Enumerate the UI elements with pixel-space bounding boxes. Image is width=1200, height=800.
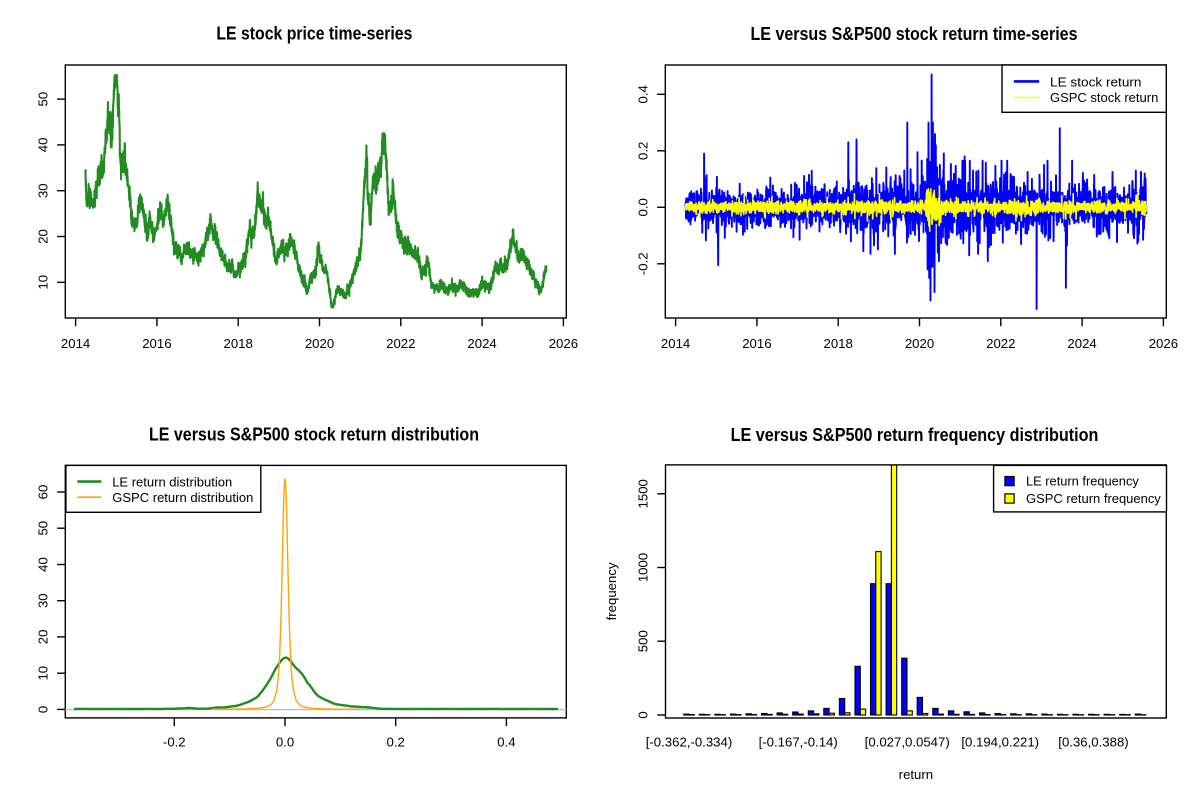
- svg-text:10: 10: [35, 666, 50, 681]
- svg-text:0.2: 0.2: [635, 142, 650, 160]
- svg-text:500: 500: [636, 630, 651, 652]
- svg-text:[0.36,0.388): [0.36,0.388): [1058, 735, 1128, 750]
- svg-text:2014: 2014: [661, 336, 690, 351]
- svg-text:2024: 2024: [467, 336, 496, 351]
- svg-text:0.2: 0.2: [387, 735, 405, 750]
- svg-text:0: 0: [636, 711, 651, 718]
- svg-text:2018: 2018: [224, 336, 253, 351]
- svg-text:60: 60: [35, 485, 50, 500]
- svg-text:LE stock price time-series: LE stock price time-series: [216, 23, 412, 44]
- svg-text:30: 30: [35, 593, 50, 608]
- svg-text:1500: 1500: [636, 479, 651, 508]
- svg-text:[-0.362,-0.334): [-0.362,-0.334): [646, 735, 733, 750]
- svg-text:40: 40: [35, 557, 50, 572]
- svg-text:50: 50: [35, 92, 50, 107]
- svg-text:GSPC return distribution: GSPC return distribution: [112, 490, 253, 505]
- svg-text:40: 40: [35, 138, 50, 153]
- svg-text:20: 20: [35, 229, 50, 244]
- svg-text:GSPC stock return: GSPC stock return: [1050, 90, 1158, 105]
- svg-text:0.0: 0.0: [635, 198, 650, 216]
- svg-text:[0.194,0.221): [0.194,0.221): [961, 735, 1039, 750]
- svg-text:10: 10: [35, 275, 50, 290]
- svg-text:2014: 2014: [61, 336, 90, 351]
- svg-text:LE versus S&P500 return freque: LE versus S&P500 return frequency distri…: [731, 424, 1099, 445]
- svg-text:2020: 2020: [305, 336, 334, 351]
- svg-text:-0.2: -0.2: [163, 735, 186, 750]
- svg-text:return: return: [899, 767, 933, 782]
- svg-text:1000: 1000: [636, 553, 651, 582]
- svg-text:50: 50: [35, 521, 50, 536]
- svg-text:LE return distribution: LE return distribution: [112, 475, 232, 490]
- svg-text:0.4: 0.4: [635, 85, 650, 103]
- svg-text:frequency: frequency: [604, 562, 619, 620]
- svg-text:2026: 2026: [549, 336, 578, 351]
- svg-text:2024: 2024: [1067, 336, 1096, 351]
- svg-text:LE versus S&P500 stock return: LE versus S&P500 stock return time-serie…: [751, 23, 1078, 44]
- svg-text:2018: 2018: [824, 336, 853, 351]
- svg-text:2016: 2016: [142, 336, 171, 351]
- svg-text:2026: 2026: [1149, 336, 1178, 351]
- svg-text:2022: 2022: [386, 336, 415, 351]
- svg-text:LE stock return: LE stock return: [1050, 74, 1142, 89]
- svg-text:0: 0: [35, 706, 50, 713]
- svg-text:20: 20: [35, 630, 50, 645]
- svg-text:2022: 2022: [986, 336, 1015, 351]
- svg-text:2016: 2016: [742, 336, 771, 351]
- svg-text:0.0: 0.0: [276, 735, 294, 750]
- svg-text:2020: 2020: [905, 336, 934, 351]
- svg-text:LE versus S&P500 stock return: LE versus S&P500 stock return distributi…: [149, 424, 479, 445]
- svg-text:LE return frequency: LE return frequency: [1026, 474, 1139, 489]
- svg-text:-0.2: -0.2: [635, 252, 650, 275]
- svg-text:[-0.167,-0.14): [-0.167,-0.14): [759, 735, 838, 750]
- svg-text:[0.027,0.0547): [0.027,0.0547): [865, 735, 950, 750]
- svg-text:30: 30: [35, 183, 50, 198]
- svg-text:GSPC return frequency: GSPC return frequency: [1026, 491, 1161, 506]
- svg-text:0.4: 0.4: [497, 735, 515, 750]
